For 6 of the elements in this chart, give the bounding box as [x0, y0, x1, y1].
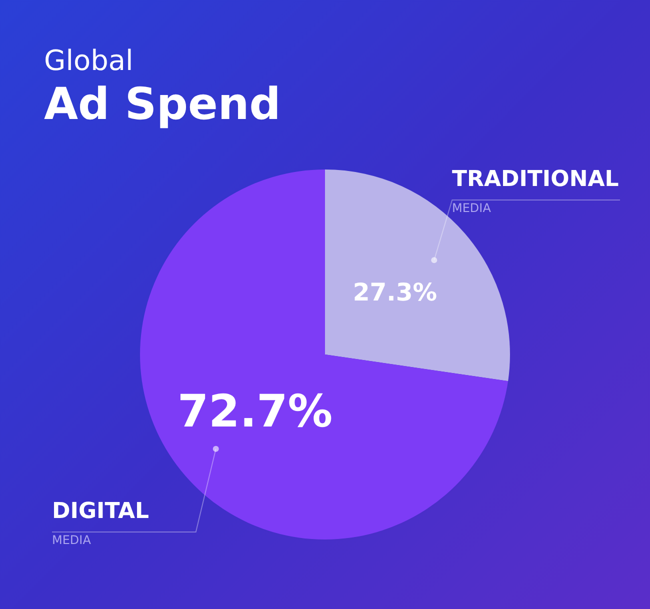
data-label: 27.3%	[352, 277, 438, 306]
chart-subtitle: Ad Spend	[44, 79, 281, 130]
slice-label: DIGITAL MEDIA	[52, 499, 150, 547]
data-label: 72.7%	[177, 384, 333, 438]
slice-label: TRADITIONAL MEDIA	[452, 167, 619, 215]
chart-title: Global	[44, 44, 134, 77]
